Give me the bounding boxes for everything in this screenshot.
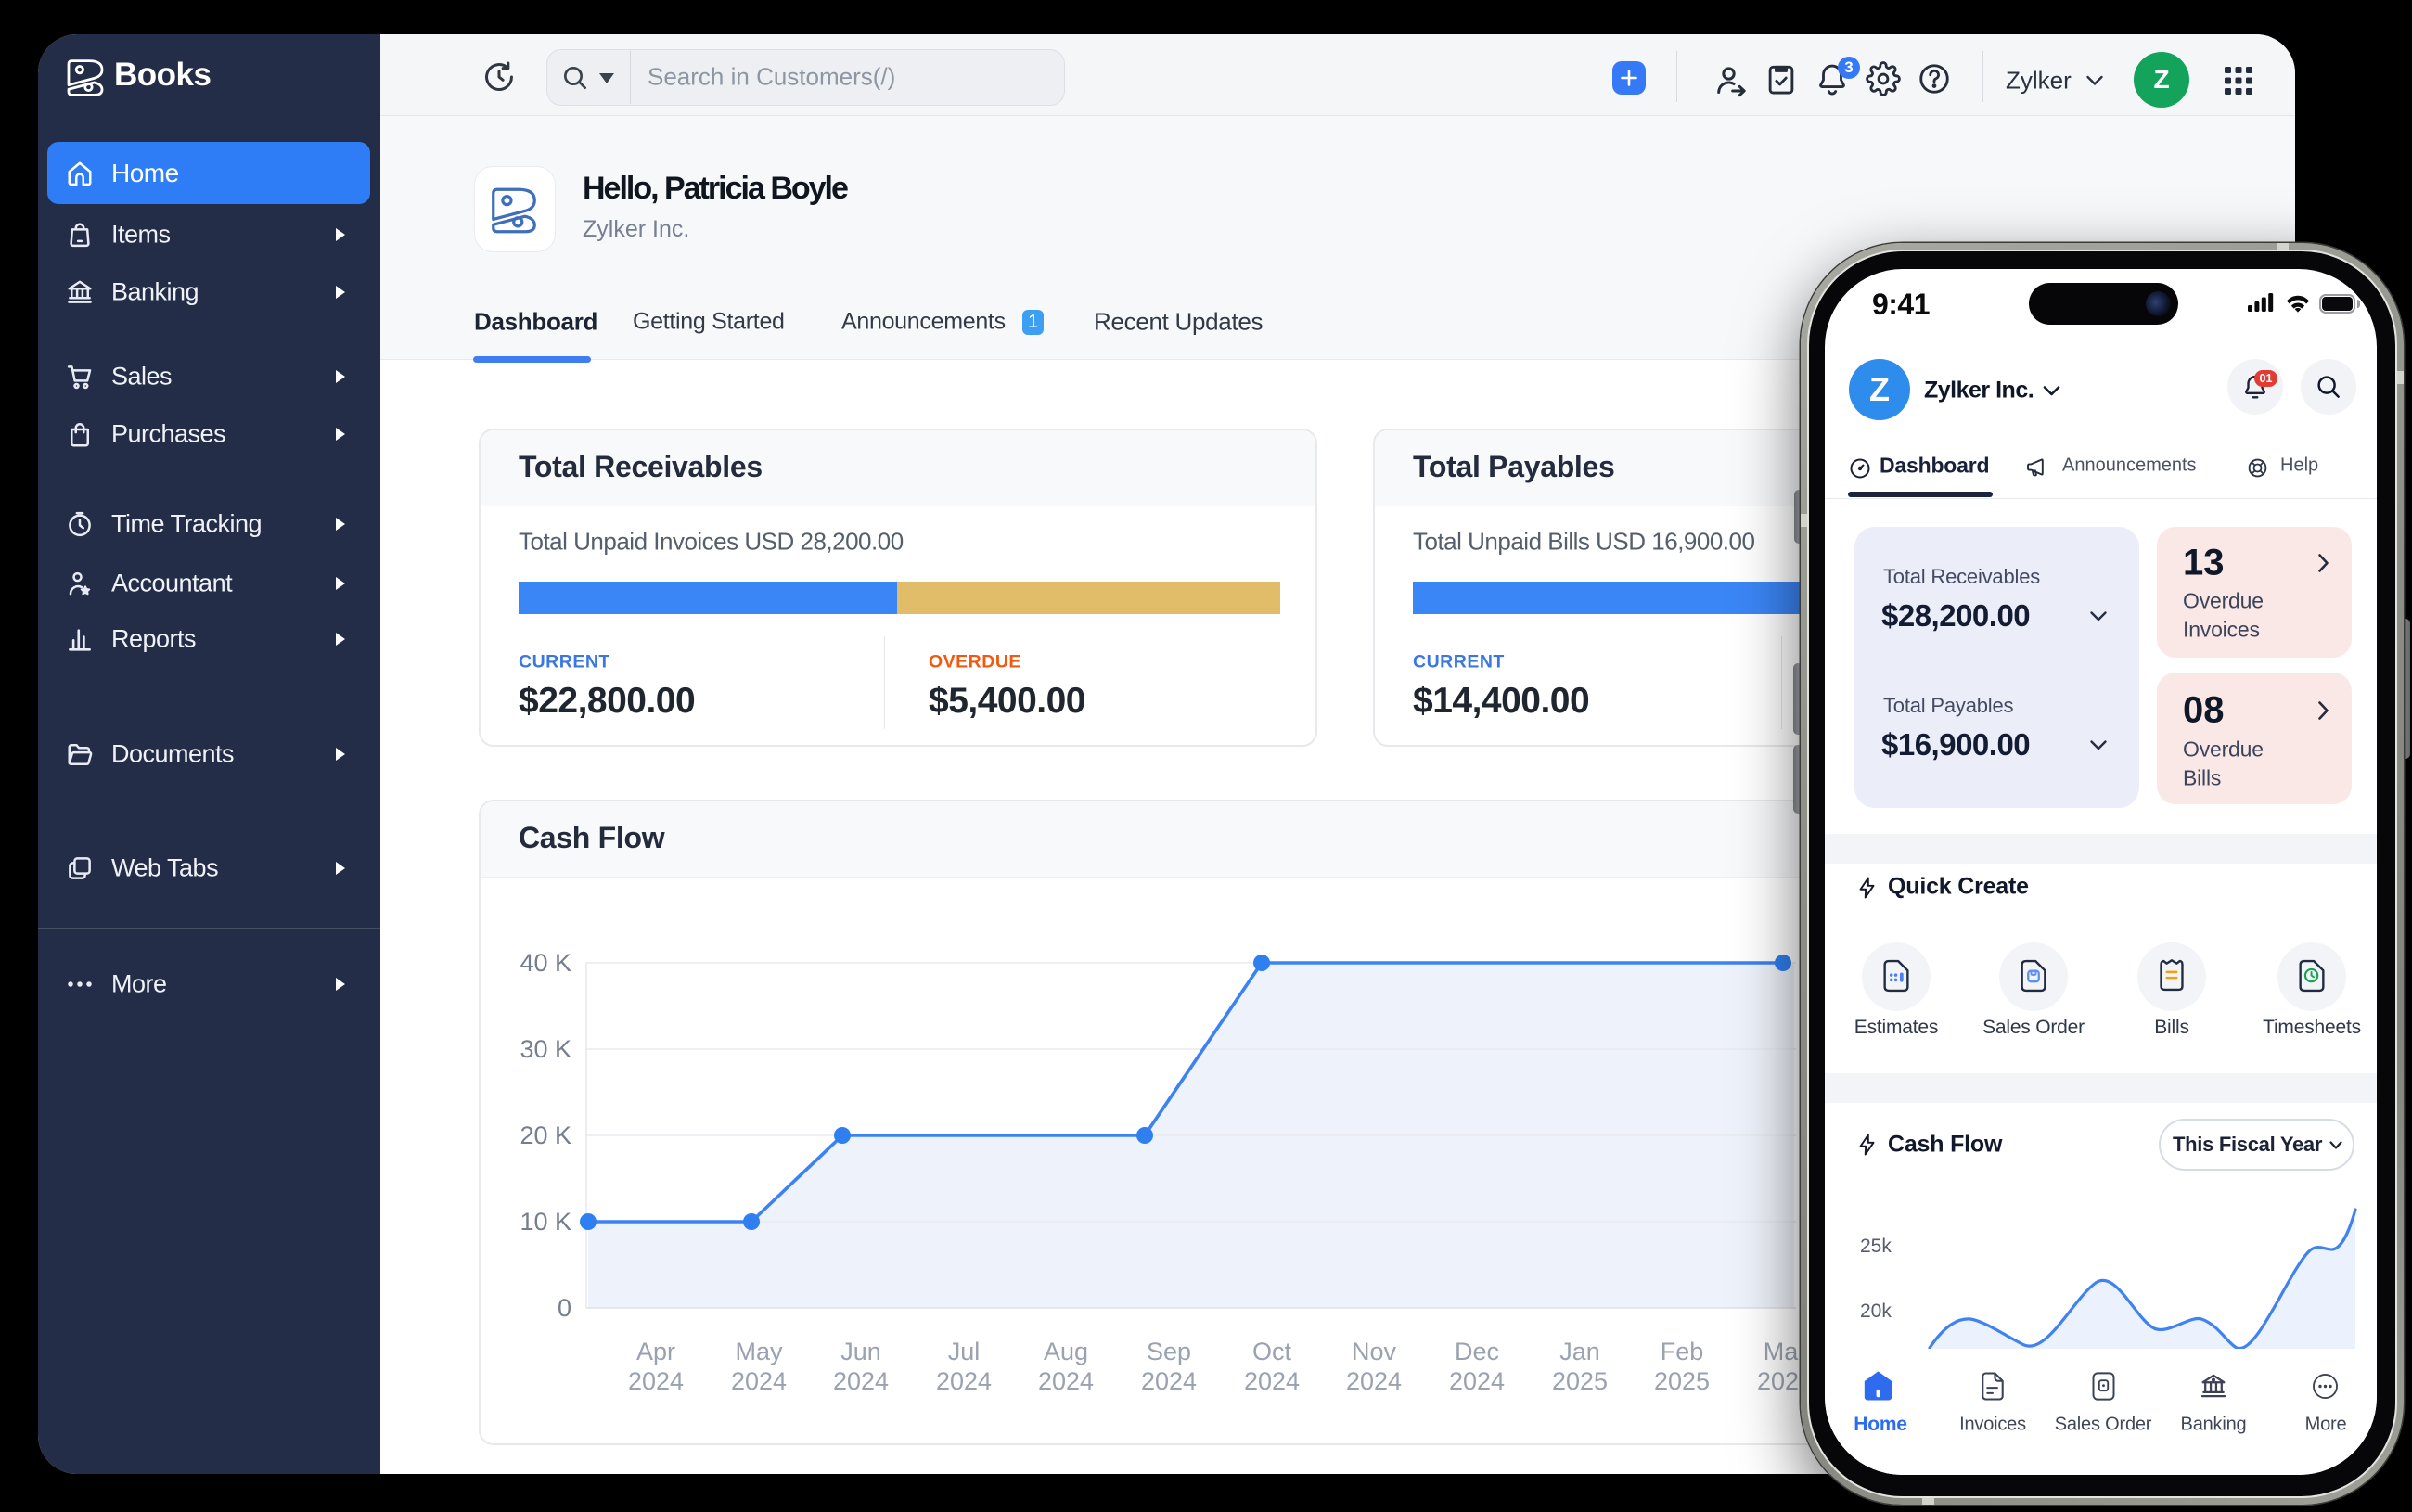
- svg-text:10 K: 10 K: [520, 1208, 571, 1236]
- svg-text:40 K: 40 K: [520, 949, 571, 977]
- svg-text:Dec: Dec: [1455, 1338, 1499, 1365]
- svg-text:Apr: Apr: [636, 1338, 675, 1365]
- svg-text:2024: 2024: [1141, 1367, 1197, 1395]
- svg-text:2025: 2025: [1654, 1367, 1710, 1395]
- svg-text:2024: 2024: [936, 1367, 992, 1395]
- svg-text:Jan: Jan: [1559, 1338, 1600, 1365]
- svg-text:2024: 2024: [1449, 1367, 1505, 1395]
- svg-text:Oct: Oct: [1252, 1338, 1292, 1365]
- svg-text:2024: 2024: [1038, 1367, 1094, 1395]
- svg-text:2024: 2024: [1244, 1367, 1300, 1395]
- svg-text:Aug: Aug: [1044, 1338, 1088, 1365]
- svg-text:0: 0: [558, 1294, 571, 1322]
- svg-text:May: May: [735, 1338, 783, 1365]
- svg-text:2024: 2024: [1346, 1367, 1402, 1395]
- svg-text:30 K: 30 K: [520, 1035, 571, 1063]
- svg-text:20 K: 20 K: [520, 1121, 571, 1149]
- svg-text:2024: 2024: [731, 1367, 787, 1395]
- svg-text:2025: 2025: [1552, 1367, 1608, 1395]
- svg-text:2024: 2024: [628, 1367, 684, 1395]
- svg-text:2024: 2024: [833, 1367, 889, 1395]
- svg-text:Feb: Feb: [1661, 1338, 1704, 1365]
- svg-text:Jul: Jul: [948, 1338, 981, 1365]
- svg-text:Jun: Jun: [840, 1338, 881, 1365]
- svg-text:Sep: Sep: [1147, 1338, 1191, 1365]
- svg-text:Mar: Mar: [1764, 1338, 1807, 1365]
- svg-text:Nov: Nov: [1352, 1338, 1397, 1365]
